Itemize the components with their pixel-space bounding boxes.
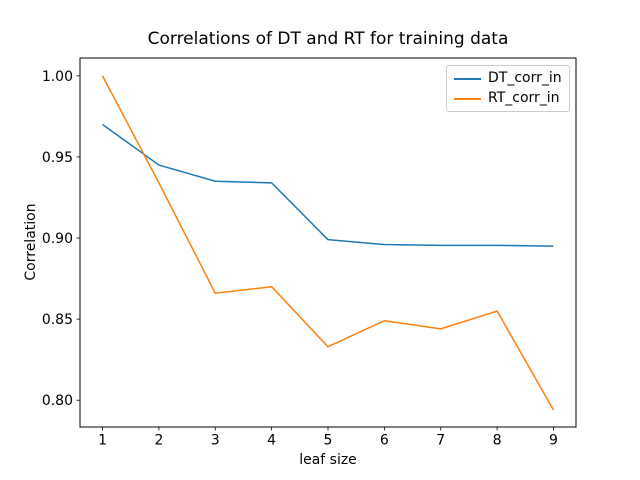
x-tick-label: 3 <box>211 433 220 449</box>
x-tick-label: 1 <box>98 433 107 449</box>
x-tick-label: 6 <box>380 433 389 449</box>
series-line-DT_corr_in <box>102 123 554 247</box>
series-line-RT_corr_in <box>101 75 555 411</box>
x-tick-label: 9 <box>549 433 558 449</box>
legend: DT_corr_in RT_corr_in <box>446 65 570 112</box>
legend-entry-dt-corr-in: DT_corr_in <box>454 70 562 87</box>
legend-label-dt: DT_corr_in <box>488 70 562 86</box>
y-tick-label: 0.80 <box>42 393 73 409</box>
x-tick-label: 7 <box>436 433 445 449</box>
x-tick-label: 8 <box>493 433 502 449</box>
x-axis-label: leaf size <box>299 452 357 468</box>
x-tick-label: 4 <box>267 433 276 449</box>
chart-title: Correlations of DT and RT for training d… <box>147 29 509 49</box>
y-tick-label: 0.85 <box>42 312 73 328</box>
legend-line-sample-dt <box>454 77 481 80</box>
axes-frame <box>79 57 577 428</box>
legend-label-rt: RT_corr_in <box>488 90 560 106</box>
y-tick-label: 1.00 <box>42 69 73 85</box>
y-tick-label: 0.90 <box>42 231 73 247</box>
legend-entry-rt-corr-in: RT_corr_in <box>454 90 562 107</box>
x-tick-label: 2 <box>154 433 163 449</box>
x-tick-label: 5 <box>324 433 333 449</box>
y-tick-label: 0.95 <box>42 150 73 166</box>
legend-line-sample-rt <box>454 97 481 100</box>
